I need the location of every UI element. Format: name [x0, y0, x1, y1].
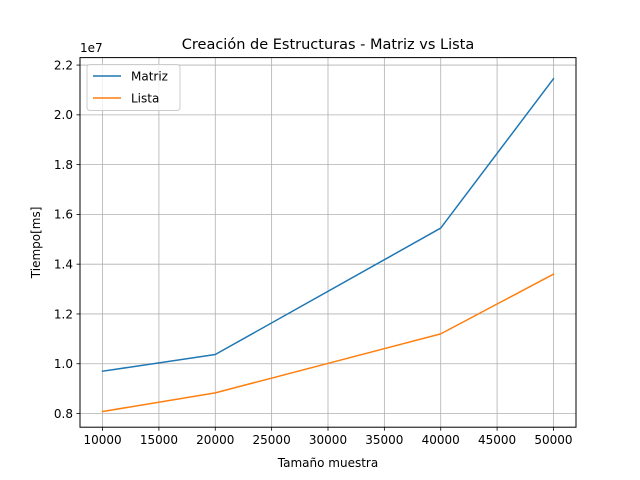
- x-tick-label: 25000: [253, 433, 291, 447]
- x-tick-label: 20000: [196, 433, 234, 447]
- y-tick-label: 0.8: [54, 407, 73, 421]
- x-tick-label: 30000: [309, 433, 347, 447]
- y-tick-label: 1.0: [54, 357, 73, 371]
- y-axis-label: Tiempo[ms]: [29, 207, 43, 280]
- y-tick-label: 2.0: [54, 108, 73, 122]
- x-axis-label: Tamaño muestra: [277, 456, 378, 470]
- y-offset-label: 1e7: [80, 41, 103, 55]
- legend-label-lista: Lista: [131, 92, 159, 106]
- x-tick-label: 15000: [140, 433, 178, 447]
- y-tick-label: 2.2: [54, 58, 73, 72]
- y-axis-ticks: 0.8 1.0 1.2 1.4 1.6 1.8 2.0 2.2: [54, 58, 80, 421]
- series-lines: [101, 77, 555, 413]
- x-tick-label: 45000: [478, 433, 516, 447]
- series-line-lista: [101, 273, 555, 413]
- legend-label-matriz: Matriz: [131, 70, 168, 84]
- y-tick-label: 1.6: [54, 208, 73, 222]
- chart-title: Creación de Estructuras - Matriz vs List…: [182, 37, 475, 53]
- x-axis-ticks: 10000 15000 20000 25000 30000 35000 40000 45000…: [83, 427, 573, 447]
- x-tick-label: 35000: [365, 433, 403, 447]
- x-tick-label: 50000: [534, 433, 572, 447]
- series-line-matriz: [101, 77, 555, 373]
- y-tick-label: 1.8: [54, 158, 73, 172]
- y-tick-label: 1.2: [54, 307, 73, 321]
- x-tick-label: 40000: [422, 433, 460, 447]
- y-tick-label: 1.4: [54, 257, 73, 271]
- x-tick-label: 10000: [83, 433, 121, 447]
- legend: Matriz Lista: [86, 64, 181, 111]
